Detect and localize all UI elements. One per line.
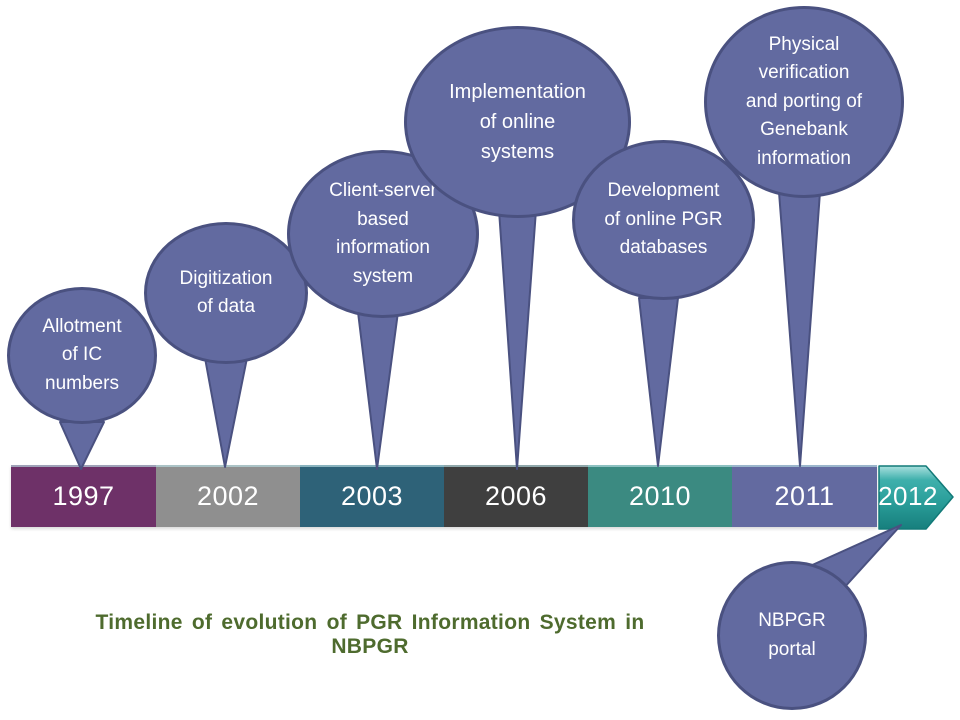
timeline-segment-1997: 1997 <box>11 465 156 527</box>
bubble-nbpgr-portal: NBPGR portal <box>717 561 867 710</box>
bubble-digitization-text: Digitization of data <box>179 267 273 318</box>
timeline-segment-2010: 2010 <box>588 465 732 527</box>
timeline-segment-2002: 2002 <box>156 465 300 527</box>
year-label-2012-text: 2012 <box>878 480 938 511</box>
timeline-segment-2011: 2011 <box>732 465 877 527</box>
timeline-bar: 1997 2002 2003 2006 2010 2011 <box>11 465 877 527</box>
year-label-2002: 2002 <box>196 480 260 511</box>
year-label-1997: 1997 <box>52 480 115 511</box>
tail-implementation <box>498 209 537 470</box>
bubble-client-server-text: Client-server based information system <box>329 180 437 287</box>
timeline-segment-2006: 2006 <box>444 465 588 527</box>
tail-physical-verification <box>778 191 821 467</box>
bubble-digitization-of-data: Digitization of data <box>144 222 308 364</box>
bubble-development-pgr-databases: Development of online PGR databases <box>572 140 755 300</box>
slide-caption: Timeline of evolution of PGR Information… <box>95 611 645 658</box>
bubble-physical-verification-text: Physical verification and porting of Gen… <box>745 33 863 169</box>
bubble-physical-verification: Physical verification and porting of Gen… <box>704 6 904 198</box>
year-label-2012: 2012 <box>878 465 938 527</box>
timeline-segment-2003: 2003 <box>300 465 444 527</box>
bubble-nbpgr-portal-text: NBPGR portal <box>758 610 826 660</box>
tail-development <box>638 297 679 467</box>
year-label-2003: 2003 <box>340 480 404 511</box>
bubble-allotment-text: Allotment of IC numbers <box>42 315 122 394</box>
year-label-2006: 2006 <box>484 480 548 511</box>
bubble-development-text: Development of online PGR databases <box>604 180 723 259</box>
tail-digitization <box>204 357 248 468</box>
bubble-implementation-text: Implementation of online systems <box>449 81 586 163</box>
year-label-2011: 2011 <box>774 480 835 511</box>
tail-client-server <box>357 311 399 470</box>
tail-allotment <box>59 421 105 470</box>
year-label-2010: 2010 <box>628 480 692 511</box>
bubble-allotment-ic-numbers: Allotment of IC numbers <box>7 287 157 424</box>
